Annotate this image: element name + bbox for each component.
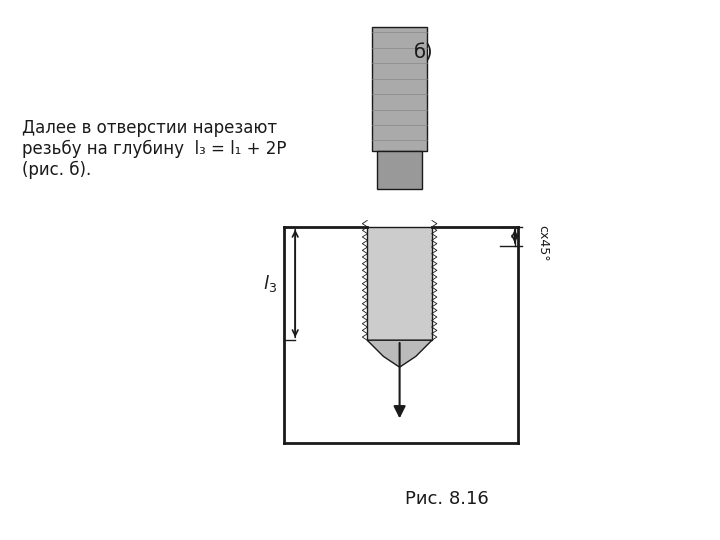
Text: б): б) (414, 43, 433, 62)
Bar (377, 151, 422, 189)
Bar (367, 227, 432, 340)
Text: сх45°: сх45° (536, 225, 549, 261)
Text: $l_3$: $l_3$ (263, 273, 277, 294)
Text: Далее в отверстии нарезают
резьбу на глубину  l₃ = l₁ + 2P
(рис. б).: Далее в отверстии нарезают резьбу на глу… (22, 119, 286, 179)
Text: Рис. 8.16: Рис. 8.16 (405, 490, 488, 508)
Bar (372, 27, 427, 151)
Polygon shape (367, 340, 432, 367)
